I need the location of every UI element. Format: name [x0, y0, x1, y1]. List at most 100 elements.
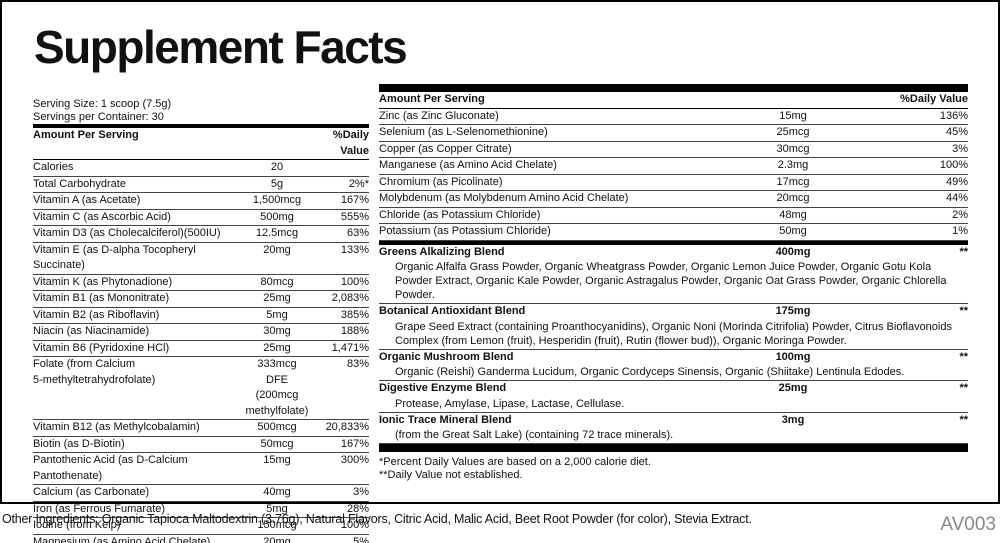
daily-value: 63% — [346, 227, 369, 239]
amount: 25mcg — [776, 126, 810, 138]
footnote: **Daily Value not established. — [379, 469, 523, 481]
row: Pantothenic Acid (as D-Calcium Pantothen… — [33, 453, 369, 485]
daily-value — [309, 160, 369, 176]
amount: 25mg — [778, 382, 808, 394]
row: Greens Alkalizing Blend 400mg ** — [379, 240, 968, 261]
nutrient-name: Iodine (from Kelp) — [33, 519, 121, 531]
row: Vitamin B12 (as Methylcobalamin) 500mcg 20… — [33, 420, 369, 437]
amount: 25mg — [263, 292, 291, 304]
header-dv: %Daily Value — [900, 93, 968, 105]
row: Organic Mushroom Blend 100mg ** — [379, 350, 968, 366]
daily-value: 555% — [340, 210, 369, 223]
label-border — [0, 0, 1000, 504]
daily-value: 3% — [952, 142, 968, 155]
amount: 30mcg — [776, 142, 810, 155]
daily-value: 1,471% — [331, 341, 369, 354]
nutrient-name: Iron (as Ferrous Fumarate) — [33, 502, 166, 515]
amount: 5g — [270, 177, 284, 190]
daily-value: 133% — [340, 243, 369, 256]
table-header: Amount Per Serving %Daily Value — [379, 84, 968, 109]
row: Vitamin C (as Ascorbic Acid) 500mg 555% — [33, 210, 369, 226]
daily-value: ** — [959, 413, 968, 426]
daily-value: 45% — [945, 126, 968, 138]
amount: 17mcg — [776, 175, 810, 188]
footnote: *Percent Daily Values are based on a 2,0… — [379, 456, 651, 468]
row: Calcium (as Carbonate) 40mg 3% — [33, 485, 369, 502]
other-ingredients: Other Ingredients: Organic Tapioca Malto… — [2, 512, 752, 526]
nutrient-name: Ionic Trace Mineral Blend — [379, 413, 512, 426]
row: Molybdenum (as Molybdenum Amino Acid Che… — [379, 191, 968, 208]
daily-value: 2,083% — [331, 292, 369, 304]
daily-value: 83% — [346, 358, 369, 370]
daily-value: 136% — [939, 109, 968, 122]
row: Iodine (from Kelp) 150mcg 100% — [33, 518, 369, 535]
nutrient-name: Vitamin A (as Acetate) — [33, 194, 141, 206]
amount: 15mg — [263, 454, 291, 466]
nutrient-name: Copper (as Copper Citrate) — [379, 142, 512, 155]
row: Potassium (as Potassium Chloride) 50mg 1% — [379, 224, 968, 241]
daily-value: 1% — [952, 225, 968, 237]
amount: 20mg — [263, 243, 291, 256]
nutrient-name: Niacin (as Niacinamide) — [33, 325, 150, 337]
daily-value: 3% — [353, 486, 369, 498]
blend-ingredients: Organic (Reishi) Ganderma Lucidum, Organ… — [379, 365, 968, 381]
daily-value: 167% — [340, 194, 369, 206]
nutrient-name: Greens Alkalizing Blend — [379, 245, 505, 258]
row: Vitamin E (as D-alpha Tocopheryl Succina… — [33, 243, 369, 275]
nutrient-name: Vitamin C (as Ascorbic Acid) — [33, 210, 171, 223]
row: Vitamin B6 (Pyridoxine HCl) 25mg 1,471% — [33, 341, 369, 357]
nutrient-name: Selenium (as L-Selenomethionine) — [379, 126, 548, 138]
amount: 20 — [270, 161, 284, 173]
nutrient-name: Calcium (as Carbonate) — [33, 486, 150, 498]
serving-info: Servings per Container: 30 — [33, 111, 164, 123]
row: Vitamin K (as Phytonadione) 80mcg 100% — [33, 275, 369, 291]
header-dv: %Daily Value — [332, 129, 369, 157]
nutrient-name: Molybdenum (as Molybdenum Amino Acid Che… — [379, 192, 629, 204]
daily-value: 44% — [945, 192, 968, 204]
row: Magnesium (as Amino Acid Chelate) 20mg 5% — [33, 535, 369, 543]
nutrient-name: Total Carbohydrate — [33, 177, 126, 190]
row: Niacin (as Niacinamide) 30mg 188% — [33, 324, 369, 341]
nutrient-name: Vitamin D3 (as Cholecalciferol)(500IU) — [33, 227, 221, 239]
row: Chloride (as Potassium Chloride) 48mg 2% — [379, 208, 968, 224]
daily-value: 100% — [340, 275, 369, 288]
nutrient-name: Vitamin K (as Phytonadione) — [33, 275, 173, 288]
nutrient-name: Pantothenic Acid (as D-Calcium Pantothen… — [33, 454, 188, 482]
daily-value: 385% — [340, 308, 369, 321]
amount: 15mg — [779, 109, 807, 122]
daily-value: 100% — [939, 159, 968, 171]
blend-ingredients: Grape Seed Extract (containing Proanthoc… — [379, 320, 968, 350]
footnotes: *Percent Daily Values are based on a 2,0… — [379, 456, 968, 482]
amount: 333mcg DFE (200mcg methylfolate) — [245, 357, 309, 419]
row: Botanical Antioxidant Blend 175mg ** — [379, 304, 968, 320]
blend-ingredients: Organic Alfalfa Grass Powder, Organic Wh… — [379, 260, 968, 304]
row: Iron (as Ferrous Fumarate) 5mg 28% — [33, 502, 369, 518]
daily-value: 167% — [340, 437, 369, 450]
nutrient-name: Vitamin B12 (as Methylcobalamin) — [33, 421, 200, 433]
amount: 175mg — [775, 305, 811, 317]
daily-value: 100% — [340, 519, 369, 531]
row: Zinc (as Zinc Gluconate) 15mg 136% — [379, 109, 968, 125]
title: Supplement Facts — [34, 21, 408, 73]
row: Ionic Trace Mineral Blend 3mg ** — [379, 413, 968, 429]
row: Folate (from Calcium 5-methyltetrahydrofo… — [33, 357, 369, 420]
header-amount: Amount Per Serving — [379, 93, 485, 105]
nutrient-name-line: Folate (from Calcium — [33, 358, 136, 370]
amount: 80mcg — [260, 275, 294, 288]
row: Vitamin B2 (as Riboflavin) 5mg 385% — [33, 308, 369, 324]
daily-value: 300% — [340, 454, 369, 466]
amount: 30mg — [263, 325, 291, 337]
row: Chromium (as Picolinate) 17mcg 49% — [379, 175, 968, 191]
row: Vitamin B1 (as Mononitrate) 25mg 2,083% — [33, 291, 369, 308]
amount: 25mg — [263, 341, 291, 354]
daily-value: 188% — [340, 325, 369, 337]
nutrient-name: Zinc (as Zinc Gluconate) — [379, 109, 499, 122]
amount-line: (200mcg methylfolate) — [245, 389, 309, 417]
left-panel: Serving Size: 1 scoop (7.5g) Servings per… — [33, 98, 369, 543]
product-code: AV003 — [940, 514, 996, 535]
nutrient-name-line: 5-methyltetrahydrofolate) — [33, 373, 156, 386]
nutrient-name: Magnesium (as Amino Acid Chelate) — [33, 535, 211, 543]
amount: 150mcg — [257, 519, 297, 531]
daily-value: 2%* — [348, 177, 369, 190]
